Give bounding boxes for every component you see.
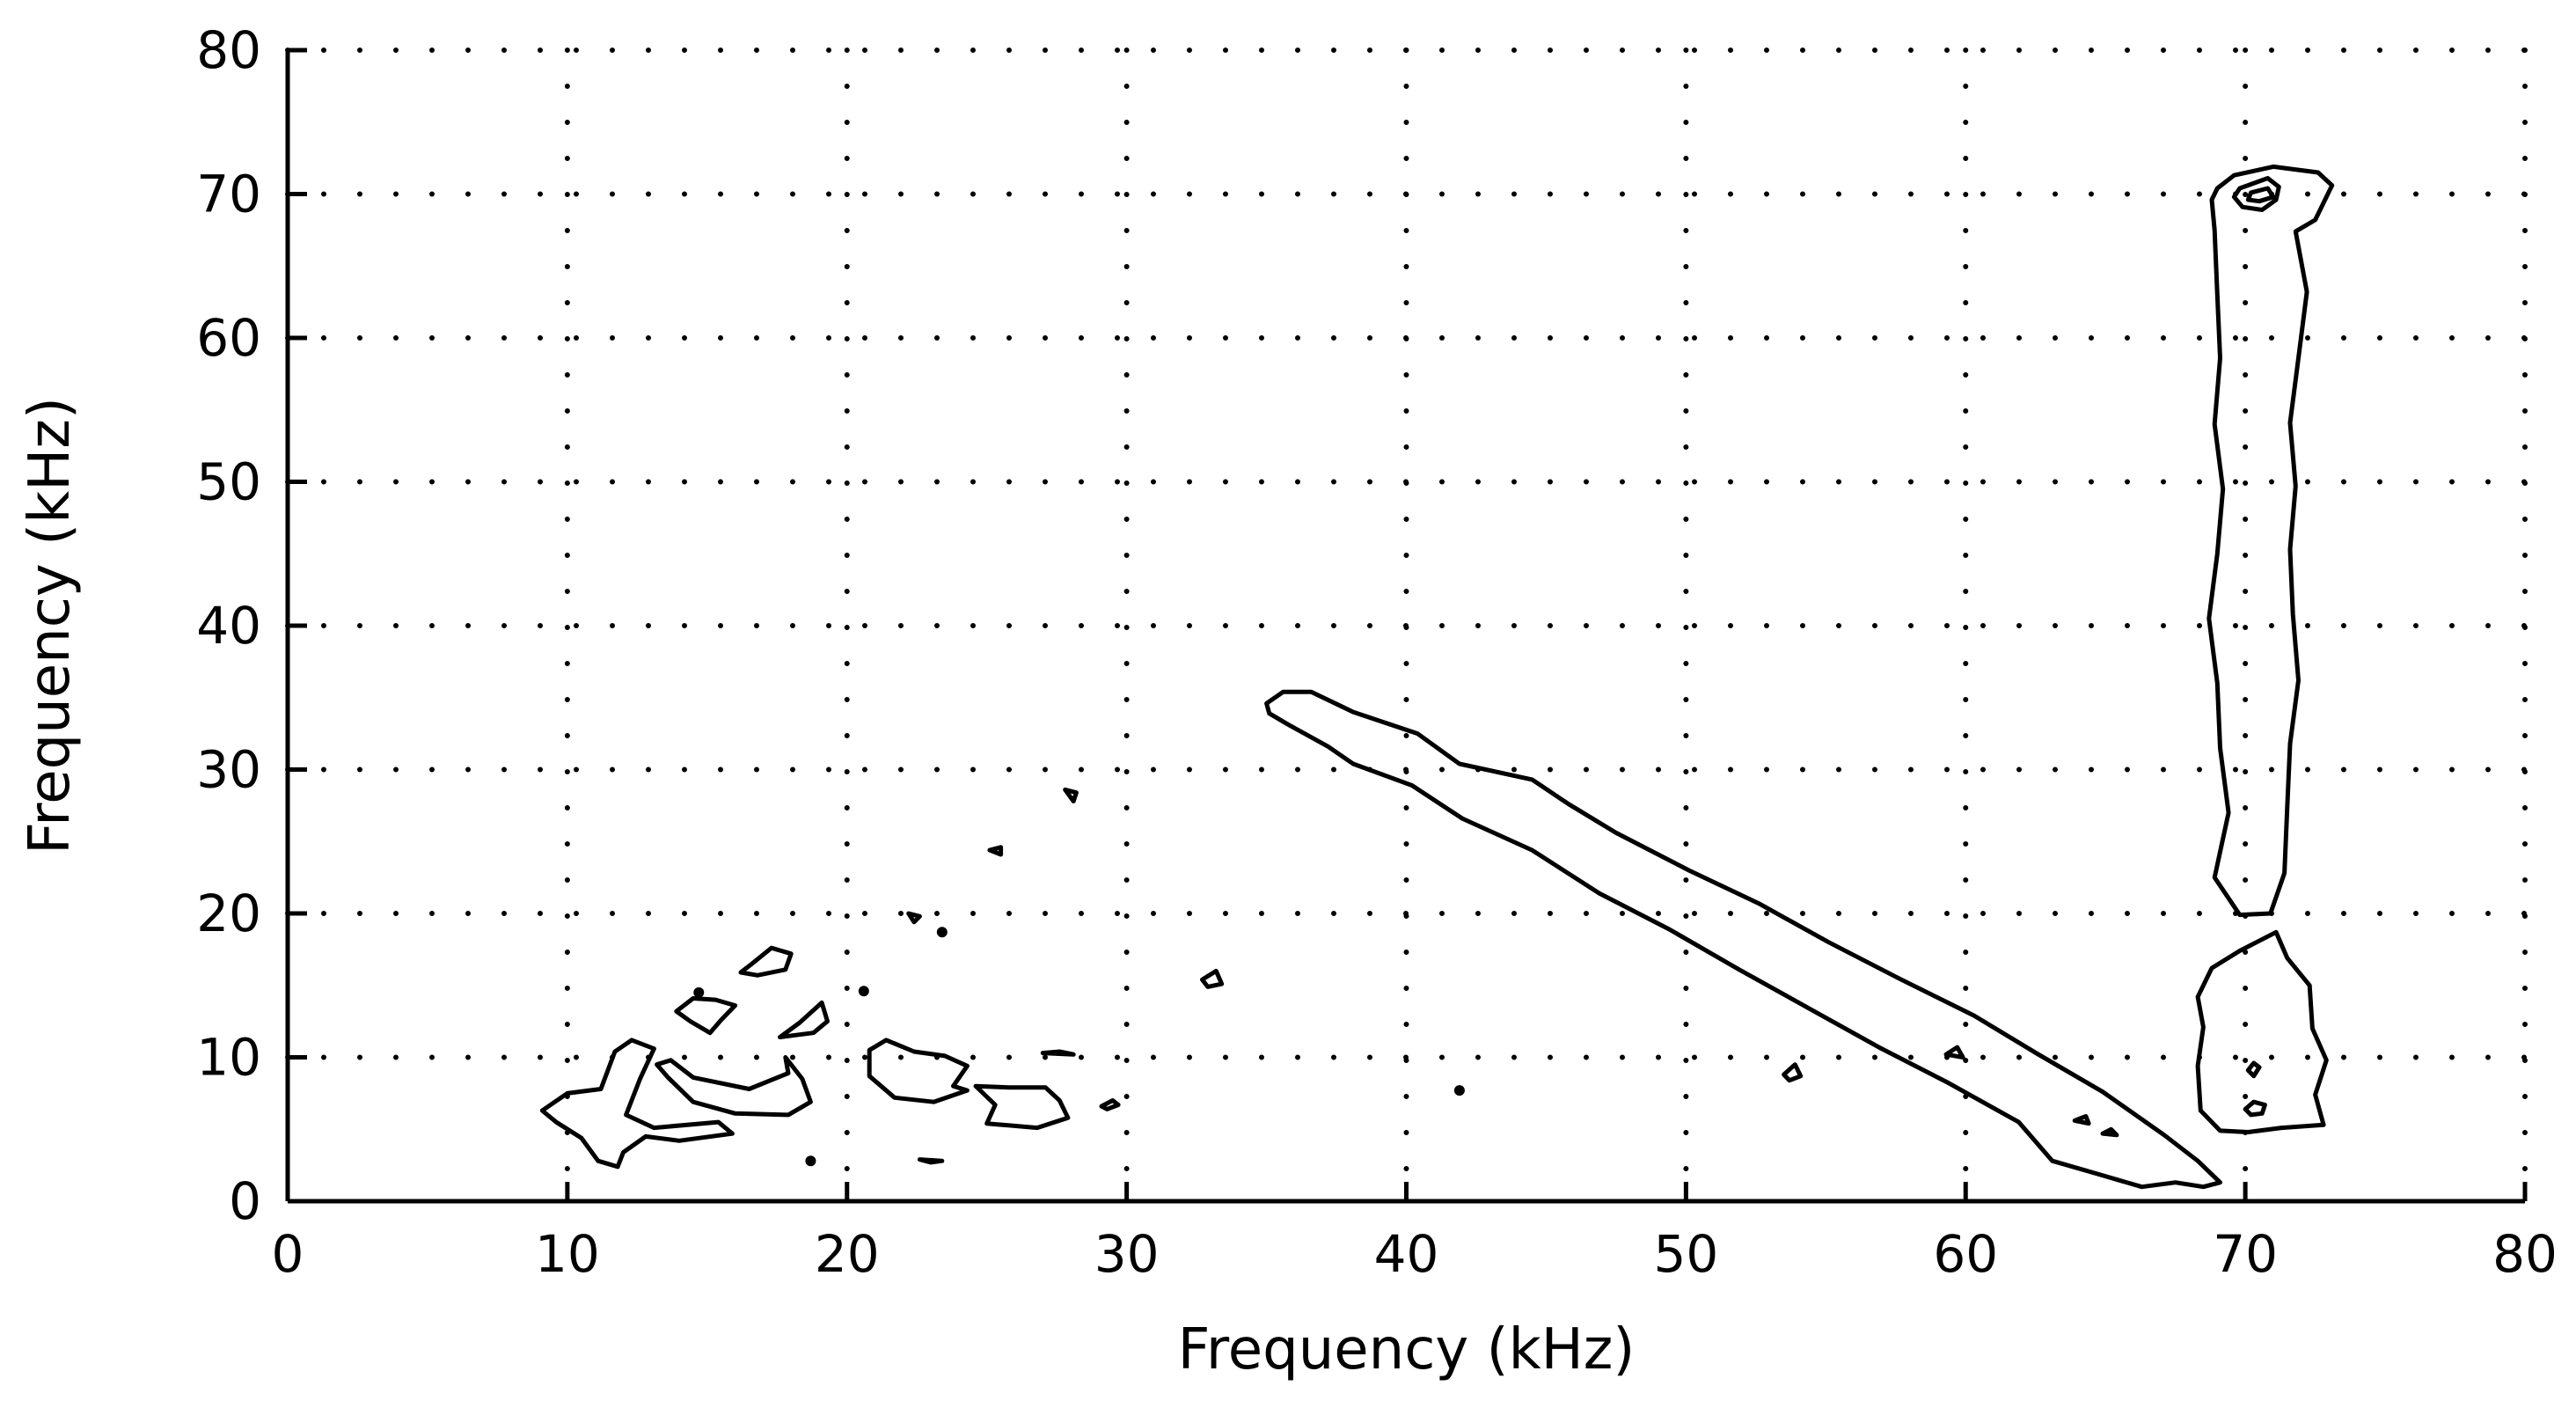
contour-speck: [805, 1155, 816, 1167]
contour-line: [917, 1157, 945, 1165]
contour-line: [1063, 787, 1079, 803]
contour-line: [1200, 968, 1225, 989]
contour-line: [2243, 1099, 2267, 1118]
y-tick-labels: 0 10 20 30 40 50 60 70 80: [196, 20, 261, 1231]
x-tick-label: 70: [2213, 1224, 2278, 1284]
tick-marks: [285, 48, 2528, 1204]
contour-line: [1040, 1049, 1076, 1057]
contour-line: [778, 1000, 830, 1040]
contour-speck: [1453, 1085, 1465, 1096]
contour-line: [973, 1083, 1071, 1131]
contour-line: [2206, 164, 2335, 918]
x-tick-label: 10: [535, 1224, 600, 1284]
x-tick-label: 80: [2492, 1224, 2558, 1284]
y-tick-label: 10: [196, 1028, 261, 1088]
contour-line: [1264, 689, 2222, 1190]
contour-speck: [693, 986, 705, 998]
x-tick-labels: 0 10 20 30 40 50 60 70 80: [272, 1224, 2558, 1284]
x-tick-label: 60: [1933, 1224, 1998, 1284]
x-tick-label: 20: [815, 1224, 880, 1284]
contour-line: [738, 945, 794, 978]
contour-line: [1943, 1045, 1965, 1060]
contour-line: [2195, 929, 2329, 1134]
contour-speck: [858, 986, 869, 997]
x-tick-label: 30: [1094, 1224, 1160, 1284]
y-tick-label: 20: [196, 884, 261, 943]
y-tick-label: 40: [196, 596, 261, 656]
contour-lines: [539, 164, 2335, 1190]
x-axis-title: Frequency (kHz): [1178, 1317, 1636, 1382]
y-tick-label: 60: [196, 308, 261, 368]
contour-speck: [936, 927, 948, 938]
contour-line: [655, 1055, 813, 1118]
y-tick-label: 50: [196, 452, 261, 512]
contour-line: [674, 996, 738, 1036]
contour-line: [867, 1038, 970, 1104]
contour-line: [987, 845, 1004, 857]
x-tick-label: 50: [1653, 1224, 1718, 1284]
y-tick-label: 0: [229, 1171, 261, 1231]
y-tick-label: 80: [196, 20, 261, 80]
contour-line: [2100, 1126, 2119, 1138]
contour-line: [906, 911, 922, 925]
contour-line: [2245, 186, 2276, 204]
x-tick-label: 40: [1374, 1224, 1439, 1284]
y-tick-label: 70: [196, 165, 261, 224]
contour-line: [2231, 176, 2281, 212]
contour-line: [1099, 1098, 1121, 1111]
contour-line: [2072, 1114, 2091, 1126]
contour-line: [1782, 1062, 1804, 1083]
grid: [285, 48, 2528, 1204]
y-axis-title: Frequency (kHz): [18, 397, 83, 854]
y-tick-label: 30: [196, 740, 261, 800]
contour-line: [539, 1038, 735, 1170]
x-tick-label: 0: [272, 1224, 304, 1284]
contour-line: [2245, 1060, 2262, 1079]
